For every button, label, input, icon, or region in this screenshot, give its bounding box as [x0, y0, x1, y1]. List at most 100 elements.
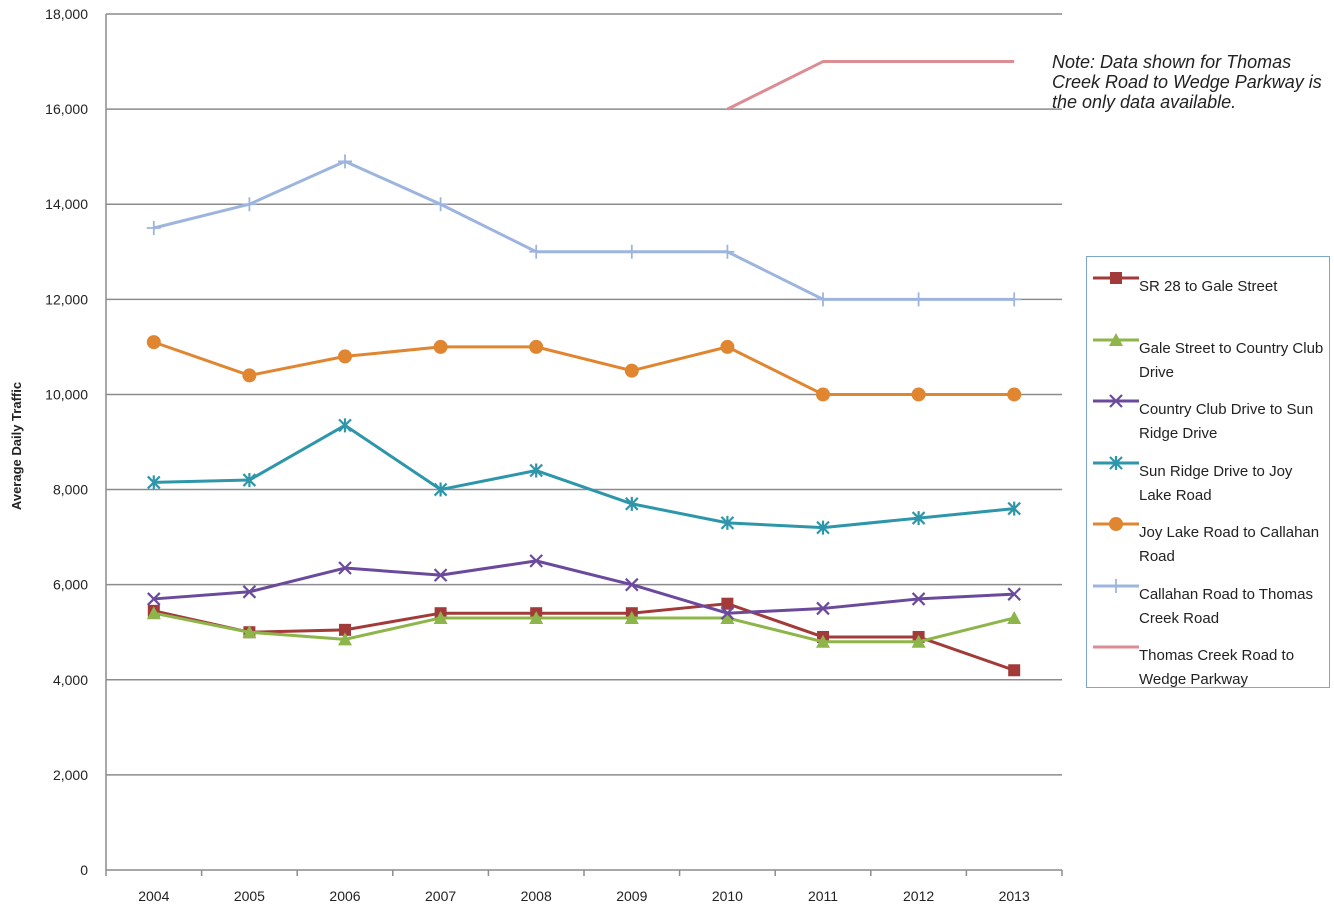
y-tick-label: 0	[80, 862, 88, 878]
legend-label: Joy Lake Road to Callahan Road	[1139, 524, 1320, 565]
y-axis-tick-labels: 0 2,000 4,000 6,000 8,000 10,000 12,000 14,000 1…	[45, 6, 88, 878]
series-line	[153, 602, 1015, 672]
data-point	[624, 363, 639, 378]
x-tick-label: 2005	[234, 888, 265, 904]
legend-swatch-marker	[1109, 332, 1123, 346]
data-point	[1007, 587, 1021, 601]
series-line	[153, 423, 1015, 530]
data-point	[720, 606, 735, 620]
data-point	[529, 244, 544, 259]
data-point	[433, 197, 448, 212]
legend-swatch-marker	[1110, 272, 1122, 284]
data-point	[338, 418, 352, 433]
legend-label: Thomas Creek Road to Wedge Parkway	[1139, 647, 1295, 688]
chart-note: Note: Data shown for Thomas Creek Road t…	[1052, 52, 1322, 112]
legend-swatch	[1093, 272, 1139, 284]
data-point	[720, 244, 735, 259]
data-point	[338, 561, 352, 575]
x-tick-label: 2012	[903, 888, 934, 904]
legend-swatch-marker	[1109, 394, 1123, 408]
x-tick-label: 2009	[616, 888, 647, 904]
y-tick-label: 10,000	[45, 386, 88, 402]
series-line	[726, 60, 1015, 111]
data-point	[338, 349, 352, 364]
data-point	[816, 634, 830, 648]
legend-swatch	[1093, 517, 1139, 531]
data-point	[529, 554, 543, 568]
legend-item: Thomas Creek Road to Wedge Parkway	[1087, 636, 1331, 688]
y-tick-label: 4,000	[53, 672, 88, 688]
legend-swatch	[1093, 645, 1139, 649]
series-7	[726, 60, 1015, 111]
data-point	[720, 610, 735, 624]
axes	[105, 14, 1063, 876]
legend-swatch-marker	[1109, 517, 1123, 531]
legend-item: Joy Lake Road to Callahan Road	[1087, 513, 1331, 565]
x-tick-label: 2008	[521, 888, 552, 904]
legend-swatch	[1093, 332, 1139, 346]
series-6	[146, 154, 1022, 307]
data-point	[911, 511, 926, 526]
data-point	[720, 515, 735, 530]
data-point	[721, 597, 734, 610]
legend-item: Country Club Drive to Sun Ridge Drive	[1087, 390, 1331, 442]
legend-item: SR 28 to Gale Street	[1087, 267, 1331, 317]
data-point	[147, 475, 161, 490]
legend-item: Gale Street to Country Club Drive	[1087, 329, 1331, 381]
data-point	[146, 221, 161, 235]
y-tick-label: 12,000	[45, 291, 88, 307]
data-point	[625, 496, 639, 511]
x-tick-label: 2013	[999, 888, 1030, 904]
data-point	[146, 606, 161, 620]
legend-label: Country Club Drive to Sun Ridge Drive	[1139, 401, 1314, 442]
data-point	[816, 601, 830, 616]
legend-swatch	[1093, 455, 1139, 470]
data-series	[146, 60, 1022, 677]
y-tick-label: 6,000	[53, 577, 88, 593]
legend-swatch-marker	[1109, 455, 1123, 470]
data-point	[911, 592, 926, 606]
series-4	[147, 418, 1021, 535]
series-1	[147, 597, 1021, 677]
x-tick-label: 2010	[712, 888, 743, 904]
data-point	[720, 339, 735, 354]
legend-swatch-marker	[1109, 578, 1123, 593]
x-tick-label: 2011	[808, 888, 838, 904]
data-point	[816, 387, 830, 402]
data-point	[242, 368, 257, 383]
y-tick-label: 16,000	[45, 101, 88, 117]
data-point	[911, 292, 926, 307]
data-point	[1007, 501, 1021, 516]
legend-swatch	[1093, 394, 1139, 408]
data-point	[911, 634, 926, 648]
data-point	[1007, 292, 1022, 307]
y-tick-label: 18,000	[45, 6, 88, 22]
data-point	[146, 335, 161, 350]
data-point	[625, 577, 639, 592]
y-axis-title: Average Daily Traffic	[9, 382, 24, 510]
data-point	[338, 632, 352, 646]
data-point	[433, 482, 448, 497]
data-point	[339, 623, 351, 636]
series-5	[146, 335, 1022, 402]
legend-label: SR 28 to Gale Street	[1139, 278, 1278, 295]
data-point	[911, 387, 926, 402]
data-point	[338, 154, 352, 169]
y-tick-label: 14,000	[45, 196, 88, 212]
data-point	[1008, 664, 1021, 677]
data-point	[529, 610, 544, 624]
data-point	[433, 610, 448, 624]
legend-label: Gale Street to Country Club Drive	[1139, 339, 1324, 381]
series-2	[146, 606, 1022, 648]
series-line	[153, 159, 1015, 301]
data-point	[1007, 610, 1022, 624]
data-point	[816, 292, 830, 307]
data-point	[624, 244, 639, 259]
y-tick-label: 2,000	[53, 767, 88, 783]
x-tick-label: 2004	[138, 888, 169, 904]
series-line	[153, 559, 1015, 615]
series-line	[153, 611, 1015, 644]
x-tick-label: 2006	[329, 888, 360, 904]
data-point	[529, 463, 543, 478]
